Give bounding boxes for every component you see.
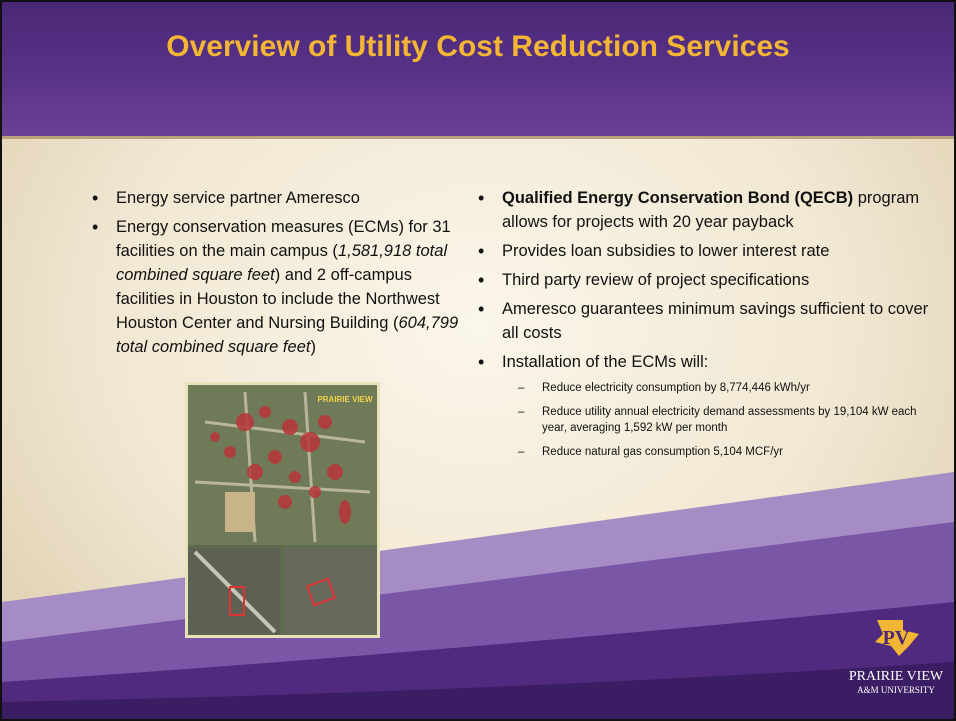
header: Overview of Utility Cost Reduction Servi… [2,2,954,139]
left-bullets: Energy service partner Ameresco Energy co… [92,186,464,364]
text-run: Installation of the ECMs will: [502,353,708,371]
sub-bullet: Reduce electricity consumption by 8,774,… [518,380,938,396]
sub-bullets: Reduce electricity consumption by 8,774,… [518,380,938,460]
text-run: Energy service partner Ameresco [116,189,360,207]
text-run: ) [310,338,316,356]
bullet: Ameresco guarantees minimum savings suff… [478,297,938,345]
logo-subname: A&M UNIVERSITY [838,685,954,695]
sub-bullet: Reduce natural gas consumption 5,104 MCF… [518,444,938,460]
campus-aerial-photo: PRAIRIE VIEW [185,382,380,638]
text-run: Provides loan subsidies to lower interes… [502,242,829,260]
right-bullets: Qualified Energy Conservation Bond (QECB… [478,186,938,468]
bullet: Installation of the ECMs will: Reduce ele… [478,350,938,460]
slide: Overview of Utility Cost Reduction Servi… [0,0,956,721]
text-run: Qualified Energy Conservation Bond (QECB… [502,189,853,207]
logo: PV PRAIRIE VIEW A&M UNIVERSITY [838,616,954,695]
bullet: Energy service partner Ameresco [92,186,464,210]
bullet: Third party review of project specificat… [478,268,938,292]
bullet: Energy conservation measures (ECMs) for … [92,215,464,359]
text-run: Third party review of project specificat… [502,271,809,289]
bullet: Qualified Energy Conservation Bond (QECB… [478,186,938,234]
photo-label: PRAIRIE VIEW [317,395,373,404]
sub-bullet: Reduce utility annual electricity demand… [518,404,938,436]
text-run: Ameresco guarantees minimum savings suff… [502,300,928,342]
svg-text:PV: PV [883,627,910,649]
title: Overview of Utility Cost Reduction Servi… [2,30,954,64]
logo-name: PRAIRIE VIEW [838,669,954,685]
logo-mark: PV [869,616,923,658]
bullet: Provides loan subsidies to lower interes… [478,239,938,263]
